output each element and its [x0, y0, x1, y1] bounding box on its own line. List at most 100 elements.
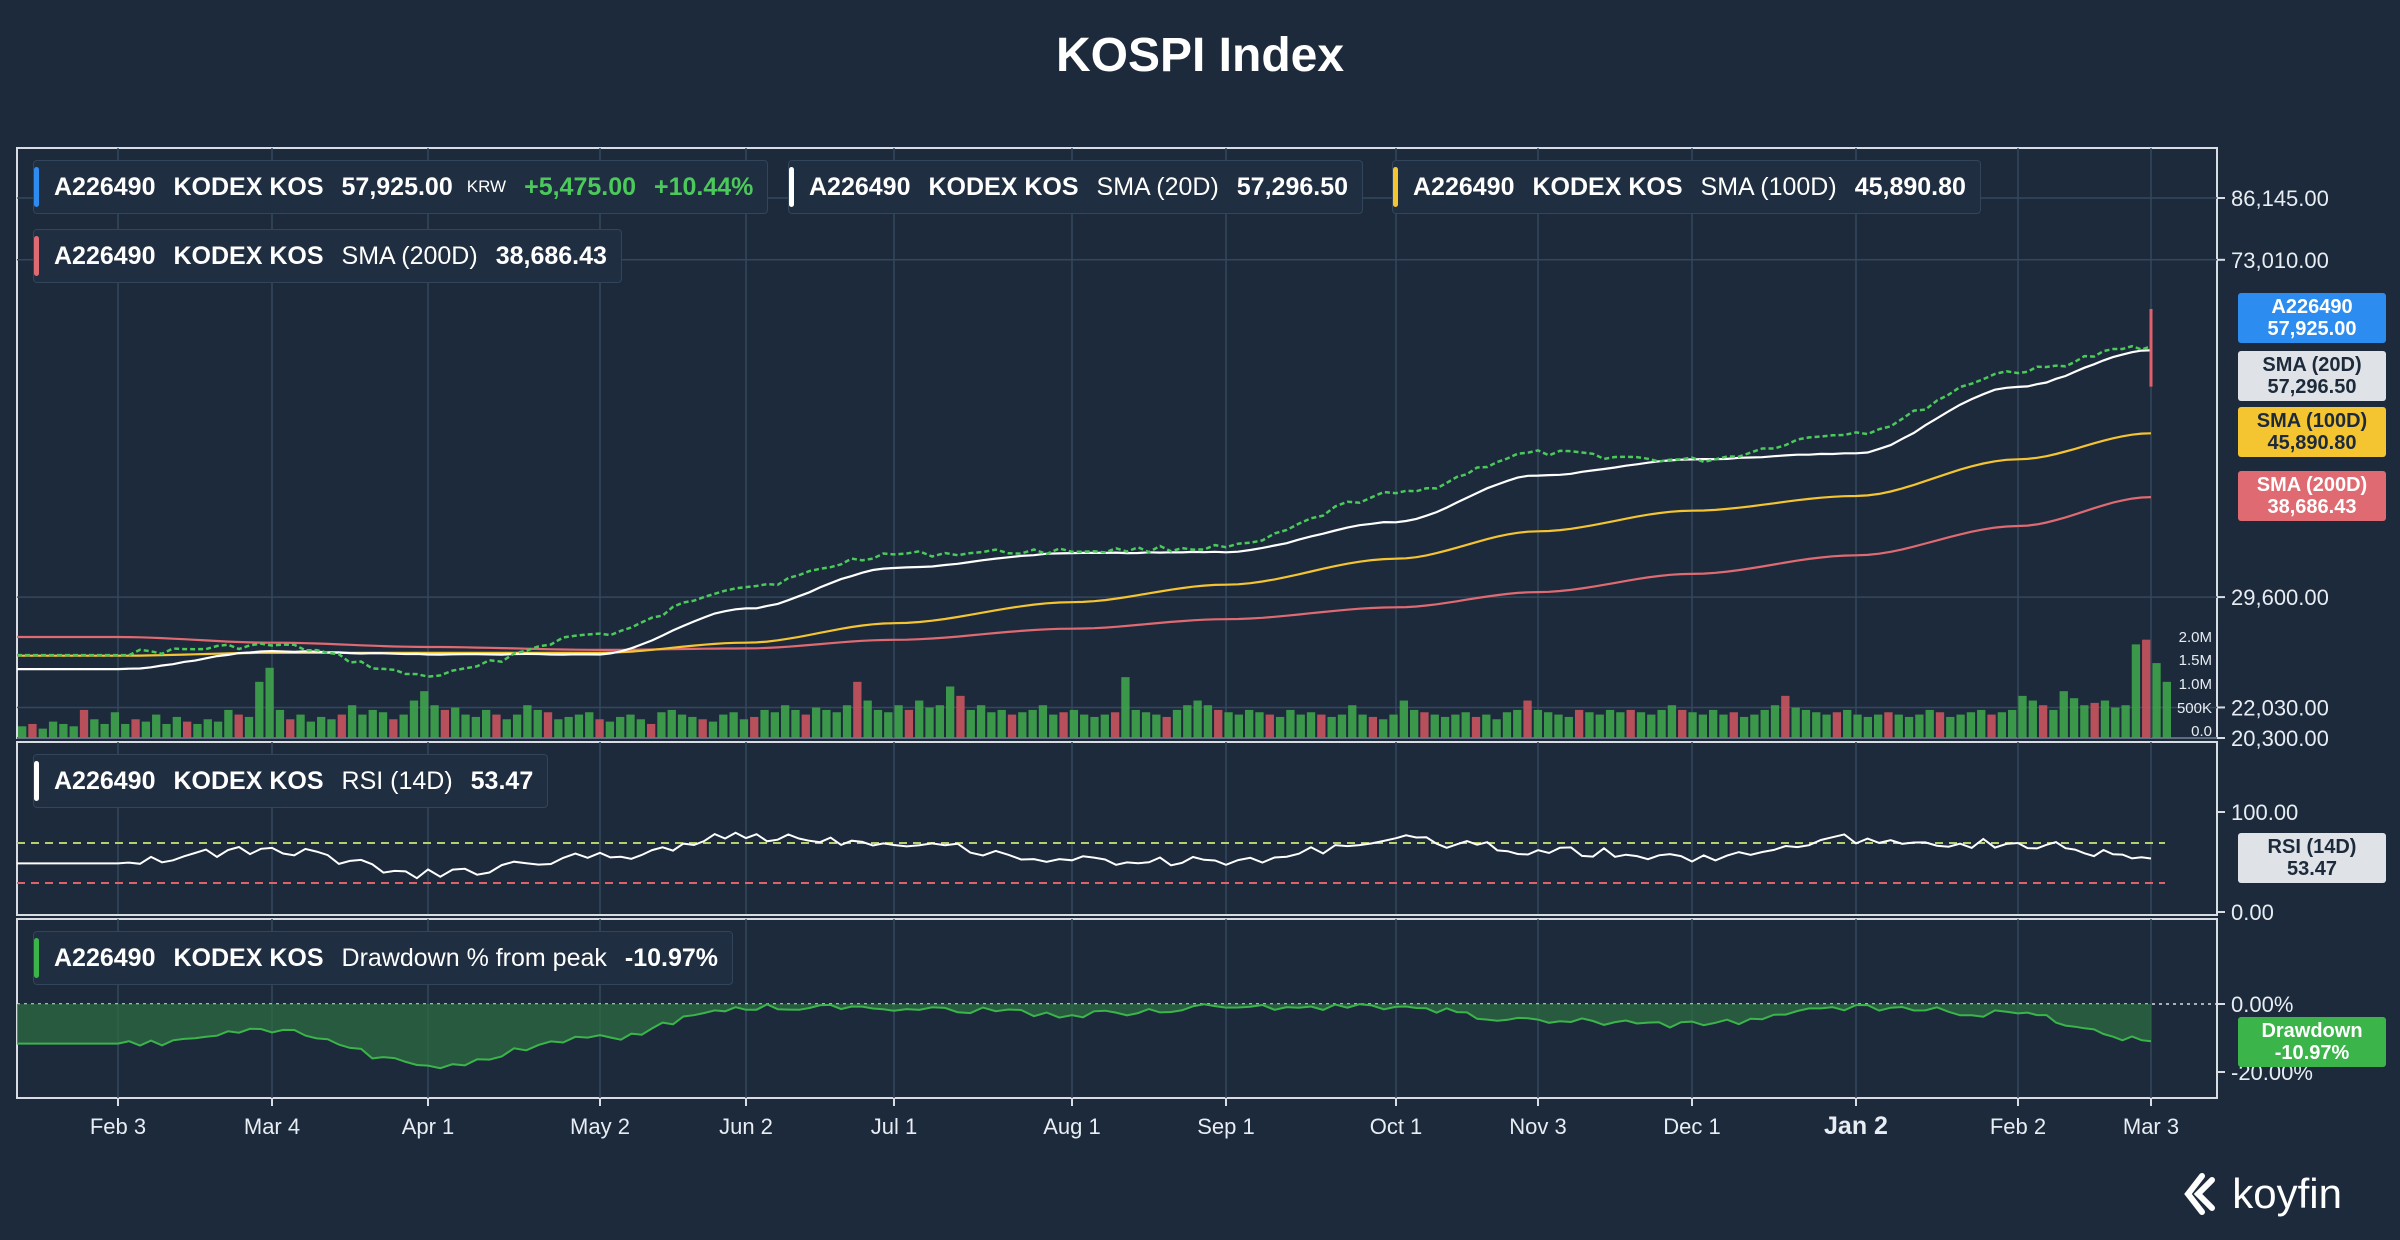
volume-bar: [1420, 712, 1429, 738]
legend-sma20[interactable]: A226490 KODEX KOS SMA (20D) 57,296.50: [788, 160, 1363, 214]
volume-bar: [1471, 716, 1481, 738]
volume-bar: [2008, 709, 2017, 738]
volume-bar: [1956, 714, 1965, 738]
x-tick-label: Jan 2: [1824, 1112, 1888, 1140]
volume-bar: [667, 709, 676, 738]
tag-sma100: SMA (100D) 45,890.80: [2238, 407, 2386, 457]
volume-bar: [760, 709, 769, 738]
volume-bar: [1822, 714, 1831, 738]
legend-color-price: [34, 167, 39, 207]
volume-bar: [337, 714, 346, 738]
drawdown-series-line: [17, 1003, 2152, 1070]
legend-change: +5,475.00: [524, 172, 637, 201]
volume-bar: [1657, 709, 1666, 738]
volume-bar: [1121, 677, 1130, 738]
volume-bar: [2100, 700, 2110, 738]
legend-label: SMA (200D): [341, 241, 478, 270]
volume-bar: [811, 707, 821, 738]
volume-bar: [234, 714, 243, 738]
volume-bar: [1801, 709, 1811, 738]
volume-bar: [100, 723, 109, 738]
volume-bar: [121, 723, 130, 738]
rsi-y-tick-label: 100.00: [2231, 800, 2298, 825]
volume-bar: [275, 709, 285, 738]
legend-value: 57,925.00: [341, 172, 453, 201]
volume-bar: [2152, 663, 2161, 738]
volume-bar: [997, 709, 1006, 738]
volume-bar: [915, 700, 924, 738]
volume-bar: [2038, 705, 2048, 738]
volume-bar: [636, 719, 645, 738]
volume-bar: [2142, 639, 2151, 738]
legend-sma200[interactable]: A226490 KODEX KOS SMA (200D) 38,686.43: [33, 229, 622, 283]
legend-value: 38,686.43: [495, 241, 607, 270]
volume-bar: [1513, 709, 1522, 738]
volume-bar: [1925, 709, 1934, 738]
tag-rsi-value: 53.47: [2286, 858, 2338, 880]
tag-rsi-label: RSI (14D): [2267, 836, 2357, 858]
volume-bar: [1750, 714, 1759, 738]
volume-bar: [1430, 714, 1439, 738]
volume-bar: [1379, 719, 1388, 738]
volume-bar: [1007, 714, 1017, 738]
volume-bar: [657, 712, 666, 738]
volume-bar: [822, 709, 831, 738]
legend-name: KODEX KOS: [173, 172, 324, 201]
y-tick-label: 20,300.00: [2231, 726, 2329, 751]
volume-bar: [1966, 712, 1976, 738]
volume-bar: [987, 712, 996, 738]
legend-rsi[interactable]: A226490 KODEX KOS RSI (14D) 53.47: [33, 754, 549, 808]
legend-price[interactable]: A226490 KODEX KOS 57,925.00 KRW +5,475.0…: [33, 160, 769, 214]
volume-bar: [1667, 705, 1677, 738]
chart-title: KOSPI Index: [1055, 29, 1345, 82]
volume-bar: [162, 723, 171, 738]
volume-bar: [28, 723, 37, 738]
tag-rsi: RSI (14D) 53.47: [2238, 833, 2386, 883]
volume-bar: [750, 716, 759, 738]
volume-bar: [79, 709, 89, 738]
volume-bar: [1358, 714, 1367, 738]
volume-bar: [1709, 709, 1718, 738]
volume-bar: [1585, 712, 1594, 738]
volume-bar: [2162, 681, 2171, 738]
legend-name: KODEX KOS: [173, 766, 324, 795]
legend-value: -10.97%: [624, 943, 719, 972]
volume-bar: [616, 716, 625, 738]
volume-bar: [945, 686, 955, 738]
volume-bar: [2080, 705, 2089, 738]
volume-bar: [1843, 709, 1852, 738]
volume-bar: [1853, 714, 1862, 738]
volume-bar: [801, 714, 810, 738]
volume-bar: [1451, 714, 1460, 738]
legend-label: RSI (14D): [341, 766, 453, 795]
volume-bar: [1183, 705, 1192, 738]
volume-bar: [1873, 714, 1883, 738]
volume-bar: [1193, 700, 1202, 738]
volume-bar: [152, 714, 161, 738]
legend-sma100[interactable]: A226490 KODEX KOS SMA (100D) 45,890.80: [1392, 160, 1981, 214]
volume-tick-label: 1.0M: [2179, 676, 2212, 693]
volume-bar: [1234, 714, 1244, 738]
volume-bar: [2090, 702, 2099, 738]
volume-bars: [18, 639, 2171, 738]
volume-bar: [781, 705, 790, 738]
volume-bar: [1224, 712, 1233, 738]
legend-value: 45,890.80: [1854, 172, 1966, 201]
volume-bar: [1110, 712, 1120, 738]
x-tick-label: Nov 3: [1509, 1114, 1566, 1139]
volume-bar: [1440, 716, 1450, 738]
y-tick-label: 22,030.00: [2231, 695, 2329, 720]
volume-bar: [1069, 709, 1079, 738]
legend-drawdown[interactable]: A226490 KODEX KOS Drawdown % from peak -…: [33, 931, 734, 985]
volume-bar: [1946, 716, 1955, 738]
volume-bar: [1141, 712, 1151, 738]
volume-bar: [935, 705, 944, 738]
volume-bar: [1059, 712, 1068, 738]
x-tick-label: Apr 1: [402, 1114, 455, 1139]
volume-bar: [1152, 714, 1161, 738]
volume-bar: [2028, 700, 2037, 738]
volume-bar: [481, 709, 491, 738]
volume-bar: [1791, 707, 1800, 738]
volume-bar: [471, 716, 480, 738]
sma20-series-line: [17, 349, 2152, 671]
